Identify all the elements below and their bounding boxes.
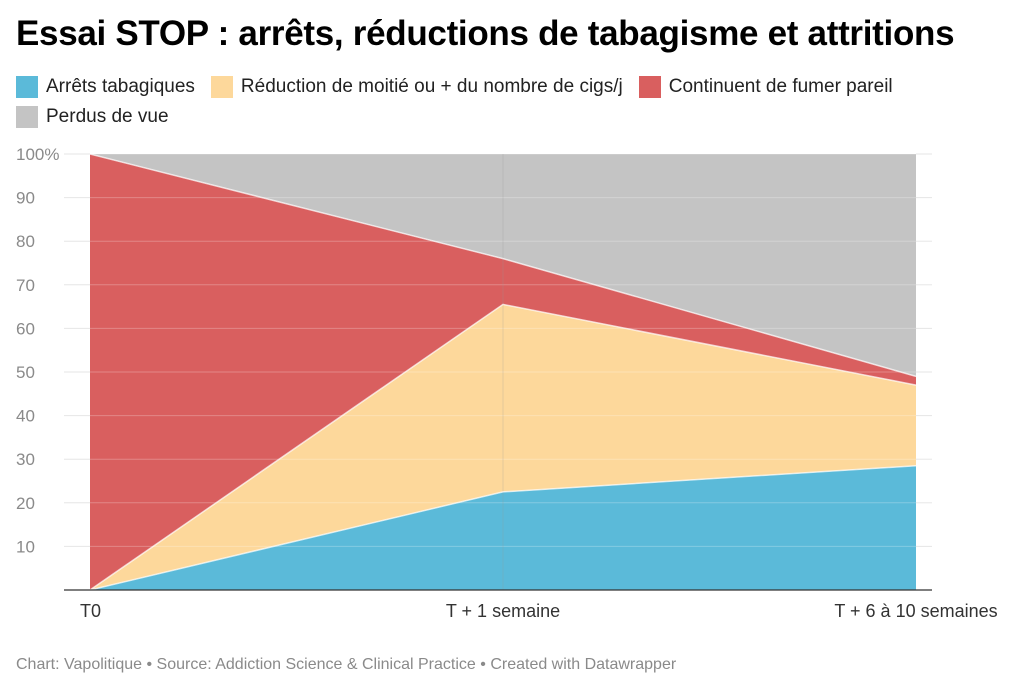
x-tick-label: T + 6 à 10 semaines — [834, 601, 997, 621]
legend-label: Arrêts tabagiques — [46, 76, 195, 97]
y-tick-label: 90 — [16, 189, 35, 208]
series-boundary — [89, 464, 917, 591]
y-tick-label: 70 — [16, 276, 35, 295]
footer-source: Addiction Science & Clinical Practice — [215, 656, 476, 673]
series-boundary — [89, 153, 917, 378]
legend-item: Perdus de vue — [16, 103, 169, 131]
legend: Arrêts tabagiques Réduction de moitié ou … — [16, 73, 976, 133]
footer-separator: • — [146, 656, 153, 673]
series-boundary — [89, 303, 917, 591]
footer-chart-label: Chart: — [16, 656, 60, 673]
area-series — [90, 465, 916, 590]
y-tick-label: 10 — [16, 537, 35, 556]
y-tick-label: 100% — [16, 145, 59, 164]
footer-separator: • — [480, 656, 486, 673]
y-tick-label: 60 — [16, 319, 35, 338]
legend-swatch — [210, 76, 233, 98]
legend-item: Arrêts tabagiques — [16, 73, 195, 101]
area-series — [90, 304, 916, 590]
legend-swatch — [16, 76, 38, 98]
legend-item: Réduction de moitié ou + du nombre de ci… — [210, 73, 623, 101]
y-tick-label: 50 — [16, 363, 35, 382]
area-chart: 10 20 30 40 50 60 70 80 90 100% T0 T + 1 semaine T +… — [16, 145, 998, 621]
area-series — [90, 154, 916, 590]
legend-label: Réduction de moitié ou + du nombre de ci… — [240, 76, 623, 97]
area-series — [90, 154, 916, 377]
footer-chart-by: Vapolitique — [64, 656, 143, 673]
legend-item: Continuent de fumer pareil — [638, 73, 893, 101]
y-tick-label: 20 — [16, 494, 35, 513]
x-tick-label: T + 1 semaine — [446, 601, 560, 621]
footer-source-label: Source: — [156, 656, 212, 673]
chart-title: Essai STOP : arrêts, réductions de tabag… — [16, 14, 955, 53]
legend-label: Perdus de vue — [46, 106, 169, 127]
legend-label: Continuent de fumer pareil — [668, 76, 893, 97]
y-tick-label: 80 — [16, 232, 35, 251]
y-tick-label: 40 — [16, 407, 35, 426]
x-tick-label: T0 — [80, 601, 101, 621]
legend-swatch — [16, 106, 38, 128]
legend-swatch — [638, 76, 661, 98]
footer: Chart: Vapolitique • Source: Addiction S… — [16, 656, 676, 674]
y-tick-label: 30 — [16, 450, 35, 469]
footer-created-with: Created with Datawrapper — [490, 656, 677, 673]
